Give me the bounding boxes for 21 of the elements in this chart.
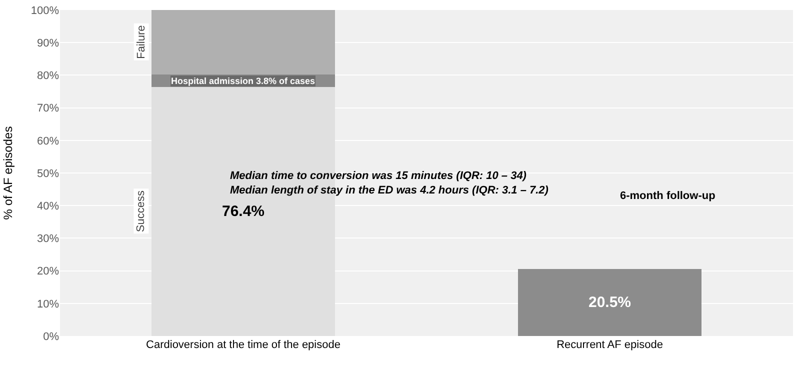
y-tick-label: 20% [36,266,60,278]
x-tick-label: Recurrent AF episode [556,339,663,351]
text: Failure [135,25,148,59]
y-tick-label: 10% [36,298,60,310]
y-tick-label: 40% [36,200,60,212]
y-tick-label: 50% [36,168,60,180]
y-tick-label: 60% [36,135,60,148]
annotation: Hospital admission 3.8% of cases [171,76,316,86]
annotation: Median time to conversion was 15 minutes (IQR: 10 – 34) Median length of stay in the ED was 4.2 hours (IQR: 3.1 – 7.2) [230,170,549,196]
y-tick-label: 100% [30,4,60,17]
y-tick-label: 80% [36,70,60,82]
y-tick-label: 70% [36,102,60,115]
y-tick-label: 0% [43,330,60,343]
text: Success [135,190,148,232]
y-tick-label: 30% [36,233,60,246]
annotation: 6-month follow-up [620,190,716,202]
y-tick-label: 90% [36,37,60,50]
y-axis-title: % of AF episodes [1,126,16,220]
data-label: 76.4% [222,202,265,220]
data-label: 20.5% [588,294,632,312]
x-tick-label: Cardioversion at the time of the episode [146,339,340,351]
